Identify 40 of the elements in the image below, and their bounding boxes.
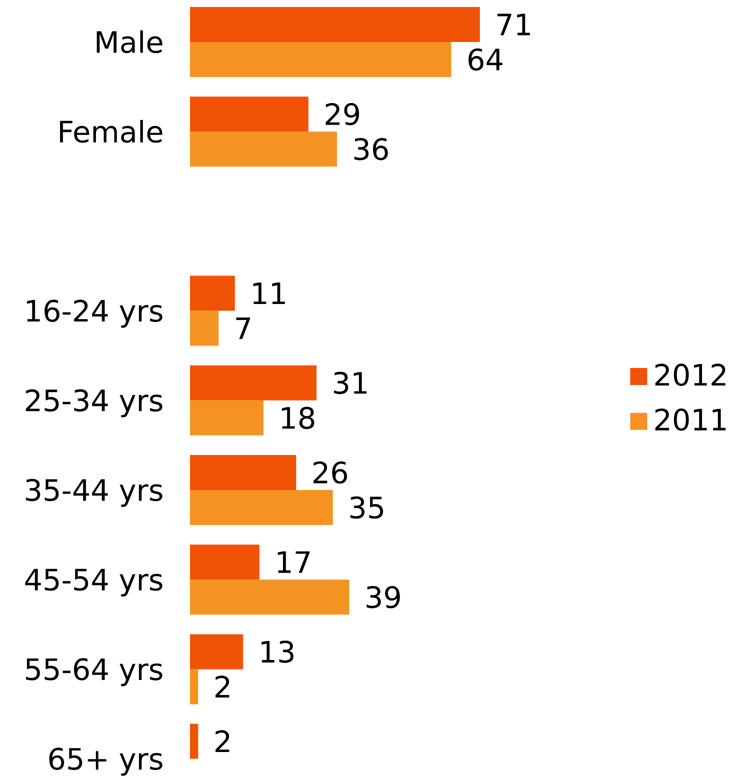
y-tick-label: Male [96, 30, 162, 54]
data-label: 13 [262, 640, 294, 663]
data-label: 26 [314, 461, 348, 484]
y-tick-label: 65+ yrs [49, 748, 162, 776]
bar [190, 634, 244, 670]
data-label: 2 [216, 676, 230, 698]
data-label: 35 [350, 496, 384, 519]
legend-label: 2012 [655, 364, 726, 386]
data-label: 64 [468, 48, 502, 71]
y-tick-label: 25-34 yrs [26, 389, 162, 418]
data-label: 11 [253, 282, 285, 304]
data-label: 2 [216, 730, 230, 752]
bar [190, 544, 260, 580]
data-label: 7 [236, 318, 250, 340]
data-label: 29 [326, 102, 360, 126]
bar [190, 490, 333, 526]
data-label: 36 [354, 138, 388, 160]
y-tick-label: 45-54 yrs [25, 568, 162, 597]
bar [190, 669, 198, 704]
bar [190, 365, 317, 400]
data-label: 18 [282, 406, 314, 430]
y-tick-label: 16-24 yrs [26, 300, 162, 328]
bar [190, 310, 219, 346]
data-label: 17 [278, 551, 310, 573]
bar [190, 276, 235, 311]
bar [190, 96, 308, 132]
bar [190, 455, 296, 490]
bar [190, 580, 350, 615]
legend-label: 2011 [655, 408, 726, 431]
data-label: 31 [334, 372, 367, 394]
y-tick-label: Female [60, 120, 162, 143]
data-label: 39 [366, 586, 400, 608]
bar [190, 724, 198, 759]
y-tick-label: 35-44 yrs [26, 478, 162, 507]
bar [190, 400, 264, 436]
bar [190, 132, 337, 167]
bar [190, 7, 480, 42]
data-label: 71 [497, 14, 530, 36]
bar [190, 42, 452, 78]
y-tick-label: 55-64 yrs [26, 658, 162, 686]
